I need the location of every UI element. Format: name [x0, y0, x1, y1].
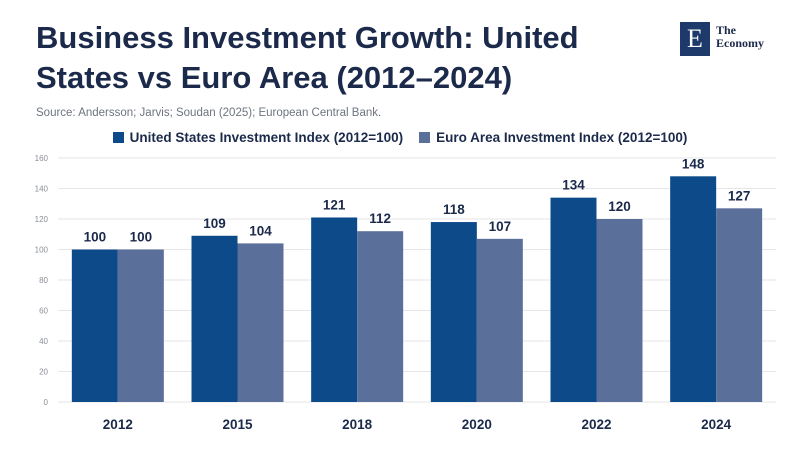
x-tick-label: 2022: [581, 417, 611, 432]
data-label-us: 121: [323, 197, 346, 212]
y-tick-label: 60: [39, 307, 48, 316]
bar-euro: [596, 219, 643, 402]
data-label-euro: 127: [728, 188, 751, 203]
data-label-us: 109: [203, 216, 226, 231]
x-tick-label: 2015: [222, 417, 253, 432]
y-tick-label: 80: [39, 276, 48, 285]
bar-us: [191, 235, 238, 402]
y-tick-label: 100: [35, 246, 49, 255]
x-tick-label: 2012: [103, 417, 133, 432]
bar-us: [311, 217, 358, 402]
bar-euro: [716, 208, 763, 402]
chart-legend: United States Investment Index (2012=100…: [0, 130, 800, 145]
bar-euro: [357, 231, 404, 402]
data-label-euro: 107: [489, 219, 512, 234]
data-label-us: 118: [443, 202, 465, 217]
chart-title: Business Investment Growth: United State…: [36, 20, 579, 95]
legend-item-euro: Euro Area Investment Index (2012=100): [419, 130, 687, 145]
logo-wordmark: The Economy: [716, 22, 764, 50]
logo-line-2: Economy: [716, 36, 764, 50]
source-note: Source: Andersson; Jarvis; Soudan (2025)…: [36, 107, 382, 119]
bar-euro: [476, 238, 523, 402]
the-economy-logo: E The Economy: [680, 22, 764, 56]
x-tick-label: 2020: [462, 417, 492, 432]
bar-us: [430, 222, 477, 402]
y-tick-label: 120: [35, 215, 49, 224]
data-label-euro: 104: [249, 223, 272, 238]
bar-us: [550, 197, 597, 402]
logo-line-1: The: [716, 23, 737, 37]
data-label-euro: 112: [369, 211, 391, 226]
data-label-euro: 120: [608, 199, 631, 214]
data-label-us: 148: [682, 156, 705, 171]
data-label-us: 100: [84, 230, 107, 245]
legend-swatch-us: [112, 132, 124, 143]
y-tick-label: 140: [35, 185, 49, 194]
y-tick-label: 160: [35, 154, 49, 163]
x-tick-label: 2018: [342, 417, 373, 432]
y-tick-label: 0: [44, 398, 49, 407]
bar-us: [670, 176, 717, 402]
legend-label-euro: Euro Area Investment Index (2012=100): [436, 130, 688, 145]
y-tick-label: 40: [39, 337, 48, 346]
bar-euro: [237, 243, 284, 402]
data-label-us: 134: [562, 178, 585, 193]
legend-swatch-euro: [419, 132, 431, 143]
bar-euro: [117, 249, 164, 402]
data-label-euro: 100: [130, 230, 153, 245]
bar-us: [71, 249, 118, 402]
legend-label-us: United States Investment Index (2012=100…: [129, 130, 404, 145]
legend-item-us: United States Investment Index (2012=100…: [112, 130, 404, 145]
y-tick-label: 20: [39, 368, 48, 377]
x-tick-label: 2024: [701, 417, 732, 432]
logo-mark: E: [680, 22, 710, 56]
